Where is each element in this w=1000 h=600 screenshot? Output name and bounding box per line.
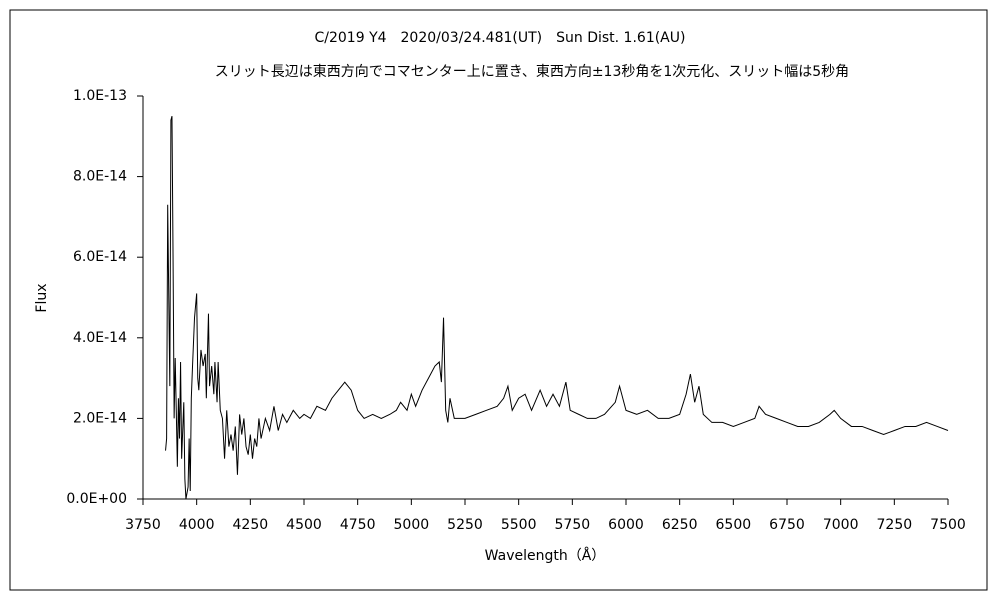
chart-title: C/2019 Y4 2020/03/24.481(UT) Sun Dist. 1… [315,30,686,46]
chart-subtitle: スリット長辺は東西方向でコマセンター上に置き、東西方向±13秒角を1次元化、スリ… [215,64,849,80]
x-tick-label: 4000 [179,517,215,533]
x-tick-label: 7250 [877,517,913,533]
x-tick-label: 6500 [716,517,752,533]
x-tick-label: 5250 [447,517,483,533]
x-tick-label: 6000 [608,517,644,533]
y-tick-label: 6.0E-14 [73,249,127,265]
chart-frame [9,9,988,591]
y-tick-label: 2.0E-14 [73,410,127,426]
x-tick-label: 5750 [555,517,591,533]
x-tick-label: 4500 [286,517,322,533]
x-tick-label: 5500 [501,517,537,533]
y-tick-label: 1.0E-13 [73,88,127,104]
x-tick-label: 4250 [233,517,269,533]
y-tick-label: 8.0E-14 [73,169,127,185]
x-tick-label: 6750 [769,517,805,533]
y-tick-label: 4.0E-14 [73,330,127,346]
y-axis-label: Flux [34,283,50,312]
x-tick-label: 6250 [662,517,698,533]
x-tick-label: 7500 [930,517,966,533]
y-tick-label: 0.0E+00 [66,491,127,507]
x-tick-label: 4750 [340,517,376,533]
spectrum-line [165,116,949,500]
x-axis-label: Wavelength（Å） [485,547,606,564]
x-tick-label: 3750 [125,517,161,533]
x-tick-label: 7000 [823,517,859,533]
x-tick-label: 5000 [394,517,430,533]
